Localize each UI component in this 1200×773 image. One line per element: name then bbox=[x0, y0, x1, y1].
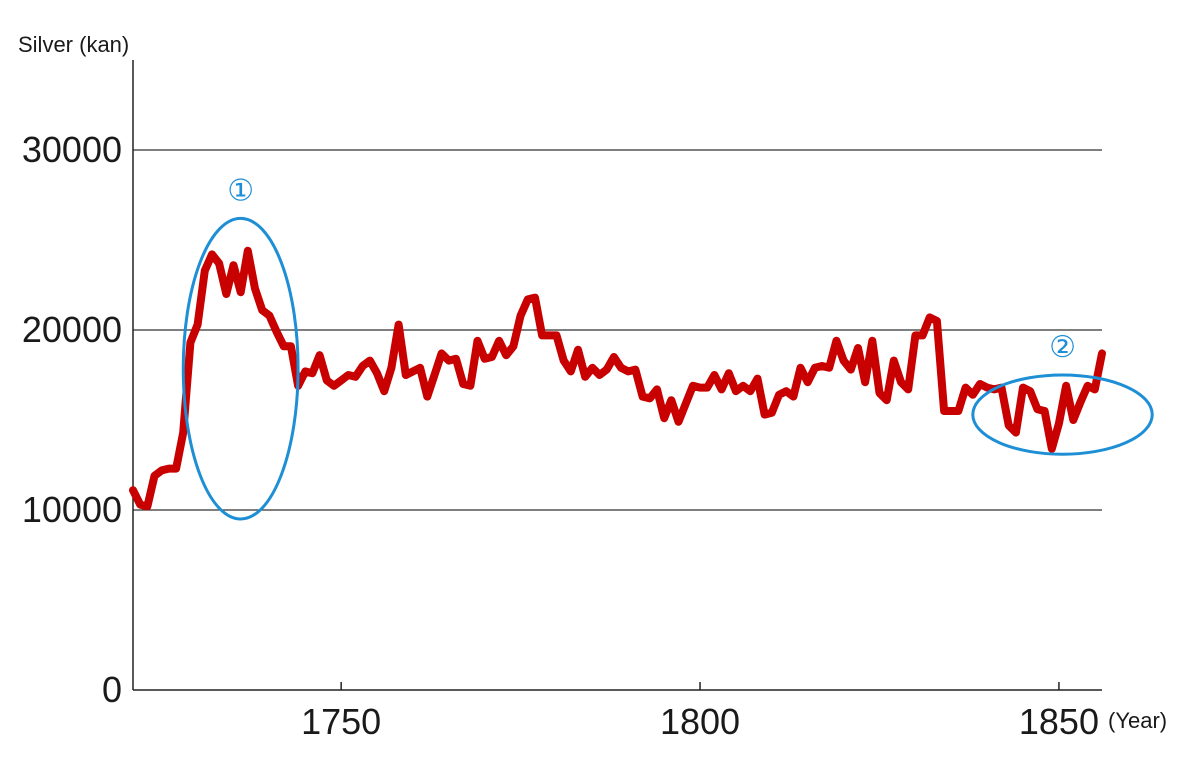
axes bbox=[132, 60, 1102, 691]
series-group bbox=[129, 246, 1106, 511]
annotation-label-1: ① bbox=[227, 173, 254, 208]
x-tick-label: 1800 bbox=[660, 701, 740, 742]
annotation-ellipse-1 bbox=[181, 216, 300, 521]
y-tick-labels: 0 10000 20000 30000 bbox=[22, 129, 122, 710]
y-axis-label: Silver (kan) bbox=[18, 32, 129, 57]
series-line bbox=[129, 246, 1106, 511]
annotations: ①② bbox=[181, 173, 1154, 521]
x-tick-label: 1850 bbox=[1019, 701, 1099, 742]
x-tick-labels: 1750 1800 1850 bbox=[301, 701, 1099, 742]
y-tick-label: 30000 bbox=[22, 129, 122, 170]
y-tick-label: 20000 bbox=[22, 309, 122, 350]
x-axis-label: (Year) bbox=[1108, 708, 1167, 733]
x-tick-label: 1750 bbox=[301, 701, 381, 742]
annotation-label-2: ② bbox=[1049, 330, 1076, 365]
y-tick-label: 0 bbox=[102, 669, 122, 710]
y-tick-label: 10000 bbox=[22, 489, 122, 530]
annotation-ellipse-2 bbox=[971, 373, 1154, 456]
